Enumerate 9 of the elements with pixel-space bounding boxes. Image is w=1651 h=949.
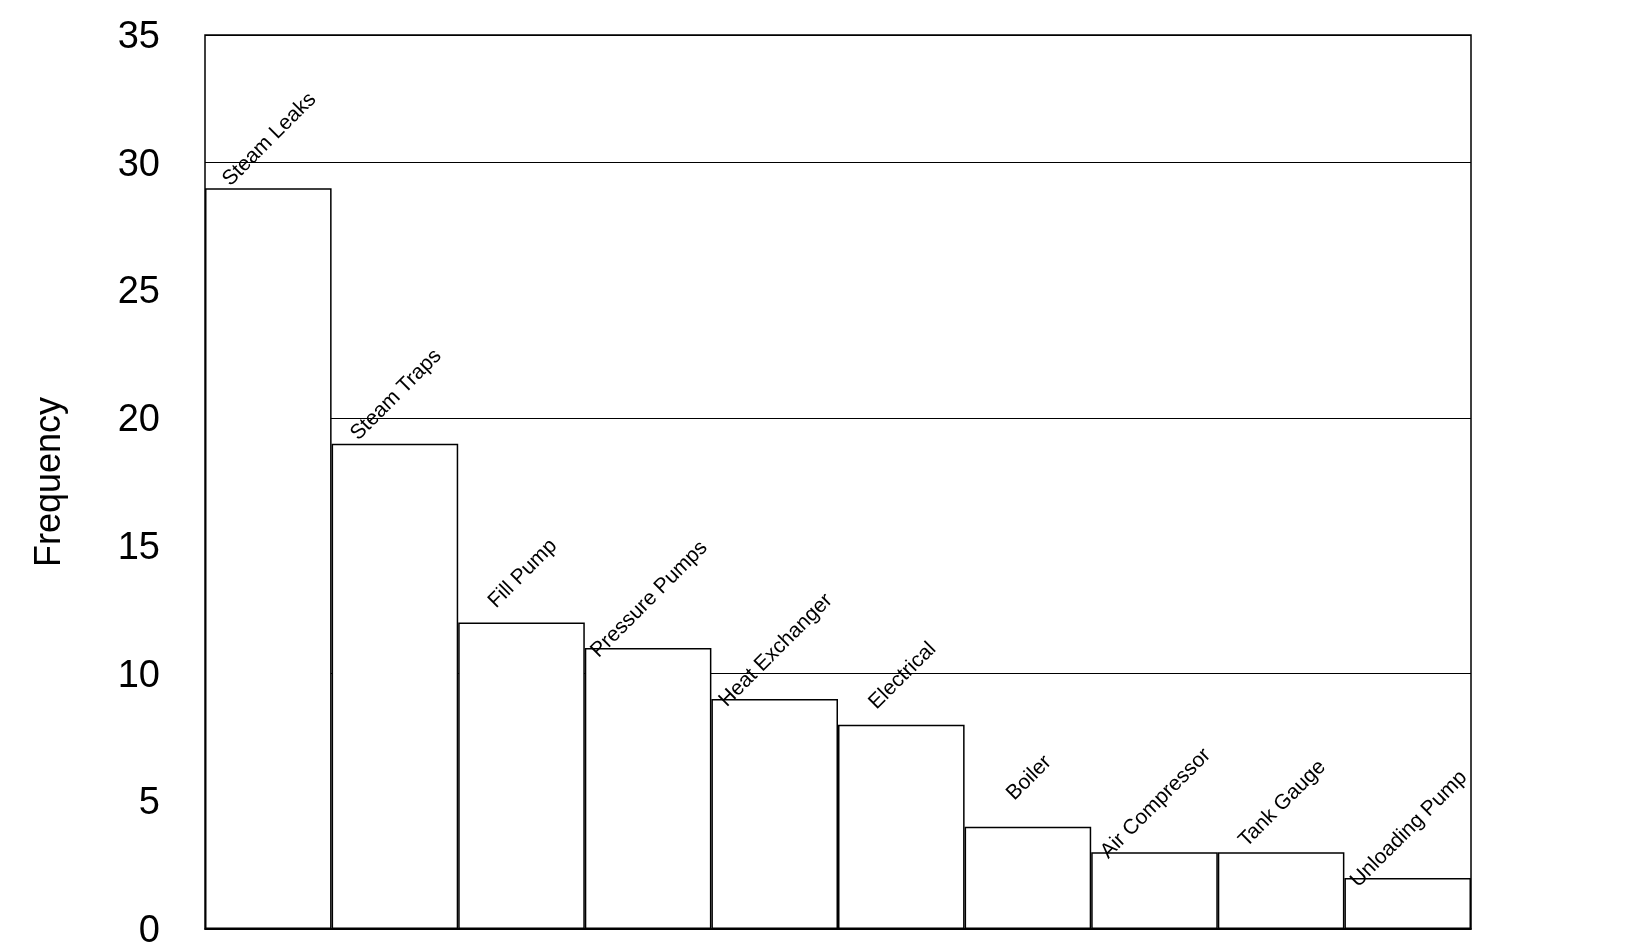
y-tick-label: 10 (117, 652, 160, 695)
y-tick-label: 25 (117, 269, 160, 312)
y-tick-label: 0 (138, 908, 160, 949)
y-tick-label: 5 (138, 780, 160, 823)
y-tick-label: 30 (117, 141, 160, 184)
y-tick-label: 20 (117, 397, 160, 440)
y-tick-label: 35 (117, 14, 160, 56)
y-tick-label: 15 (117, 524, 160, 567)
y-axis-title: Frequency (26, 396, 68, 568)
